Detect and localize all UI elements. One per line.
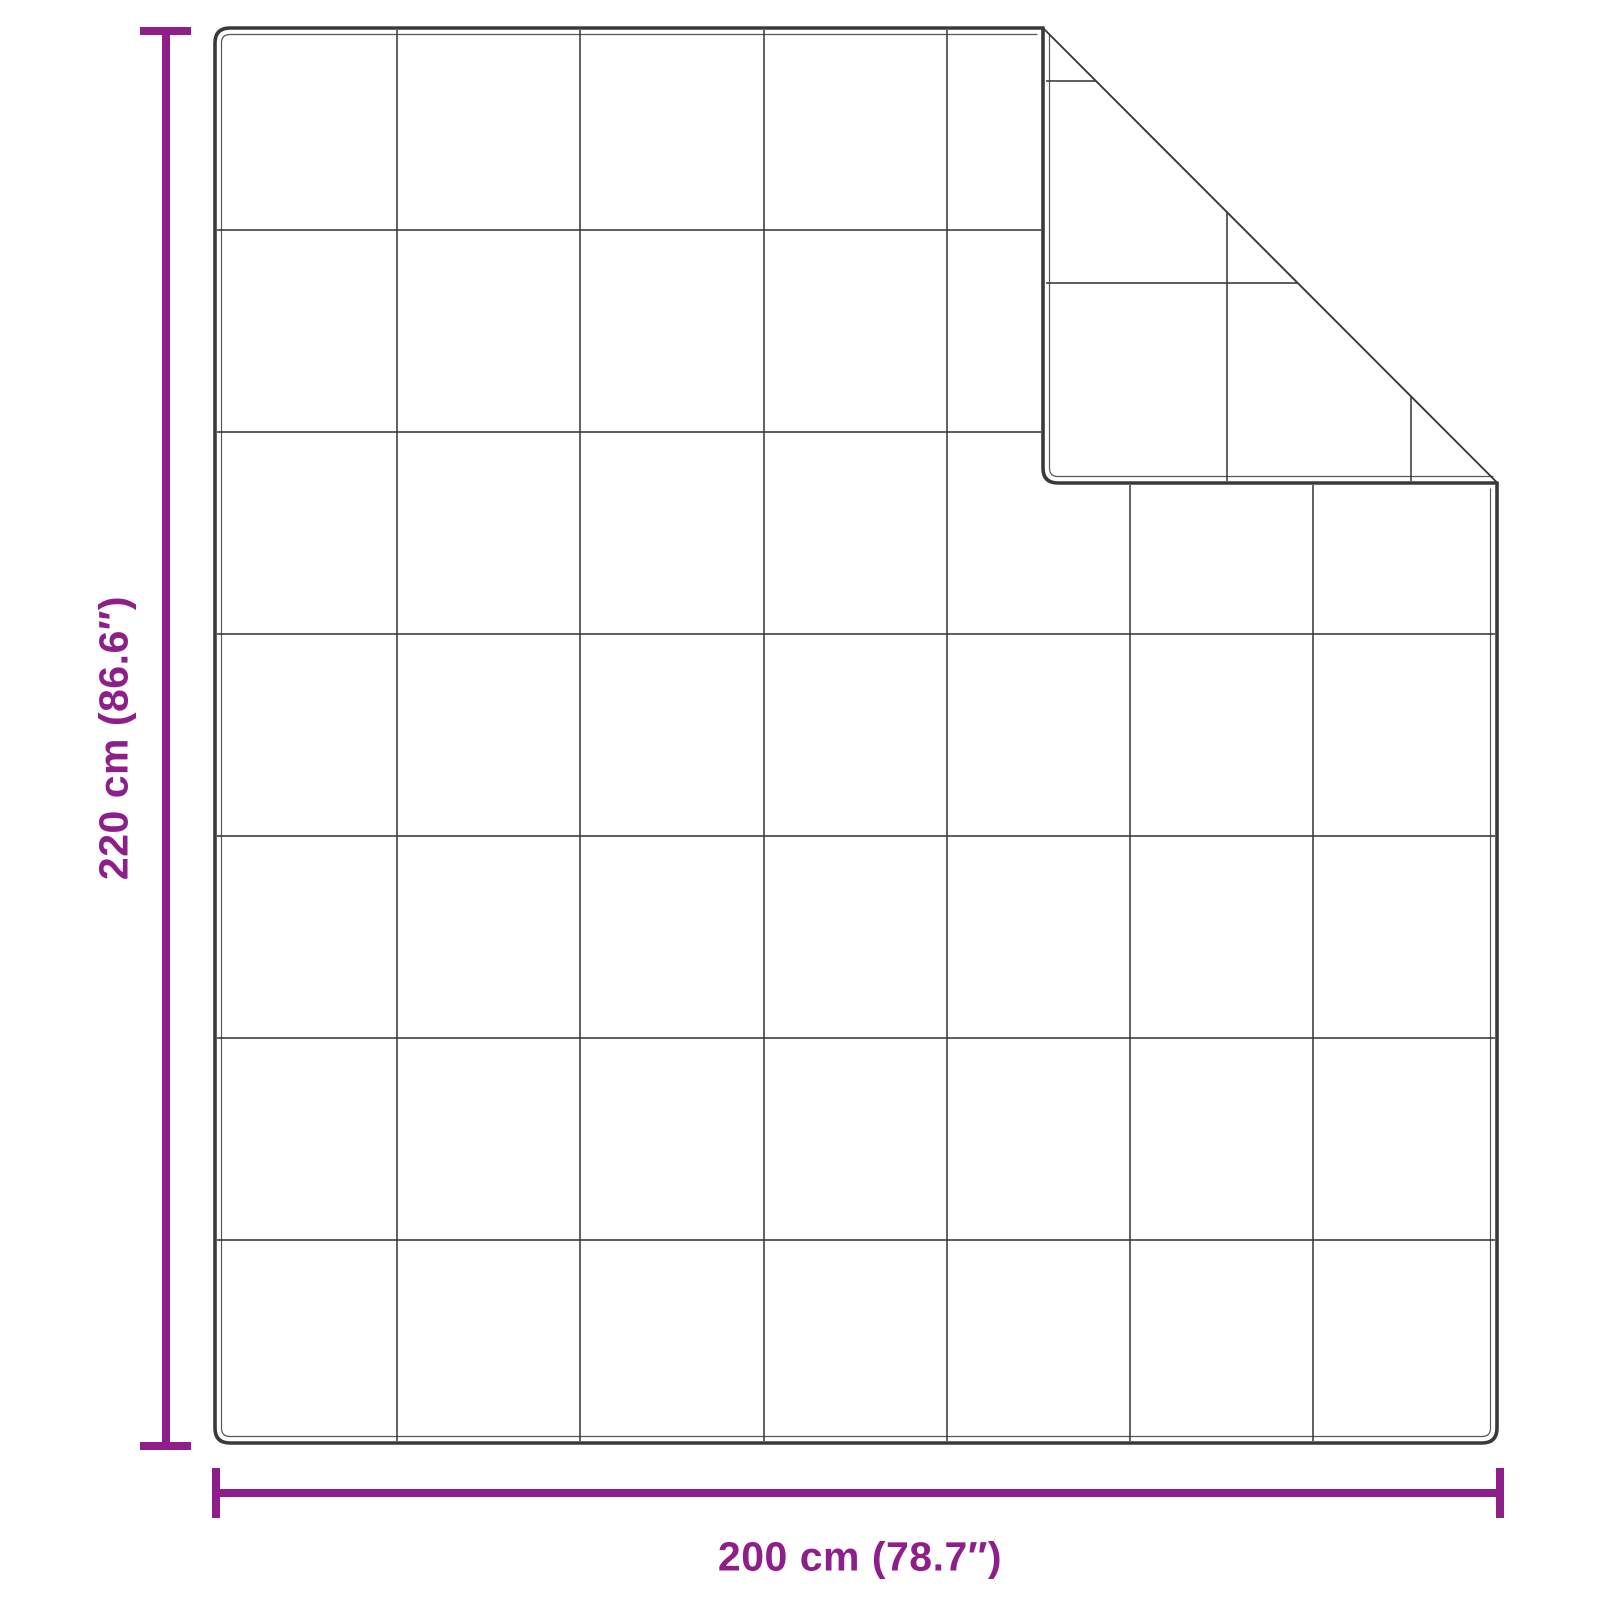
- blanket-outline: [213, 26, 1499, 1445]
- folded-corner-flap: [1041, 26, 1499, 485]
- height-dimension-label: 220 cm (86.6″): [90, 595, 137, 881]
- flap-inner-seam: [1048, 34, 1494, 478]
- width-dimension-label: 200 cm (78.7″): [717, 1533, 1003, 1580]
- quilt-grid: [217, 30, 1495, 1441]
- flap-outline: [1041, 26, 1499, 485]
- blanket-body: [213, 26, 1499, 1445]
- fold-crease: [1043, 28, 1497, 483]
- flap-quilt-grid: [1046, 80, 1412, 481]
- blanket-inner-seam: [220, 33, 1492, 1438]
- width-dimension: [212, 1468, 1504, 1518]
- height-dimension: [140, 27, 191, 1450]
